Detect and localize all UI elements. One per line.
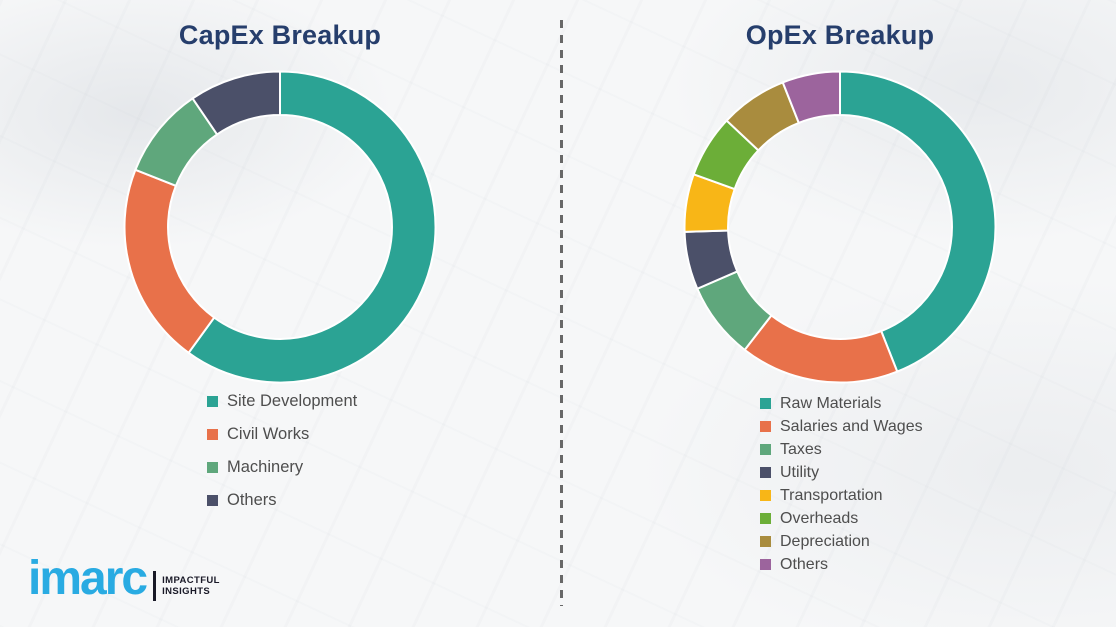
legend-item-transportation: Transportation — [760, 484, 923, 507]
donut-segment-others — [191, 70, 281, 136]
legend-marker-transportation — [760, 490, 771, 501]
logo-tagline-line1: IMPACTFUL — [162, 575, 220, 586]
legend-label: Depreciation — [780, 532, 870, 550]
legend-label: Site Development — [227, 391, 358, 410]
legend-marker-site-development — [207, 395, 218, 407]
legend-marker-others — [760, 559, 771, 570]
legend-marker-utility — [760, 467, 771, 478]
capex-chart-title: CapEx Breakup — [178, 20, 382, 50]
legend-item-utility: Utility — [760, 461, 923, 484]
donut-segment-salaries-and-wages — [743, 314, 899, 384]
legend-marker-raw-materials — [760, 398, 771, 409]
opex-donut-chart — [683, 70, 997, 384]
legend-marker-salaries-and-wages — [760, 421, 771, 432]
donut-segment-civil-works — [123, 168, 216, 355]
legend-label: Others — [780, 555, 829, 573]
legend-marker-civil-works — [207, 428, 218, 440]
donut-segment-others — [781, 70, 841, 125]
legend-item-others: Others — [760, 553, 923, 576]
logo-tagline: IMPACTFUL INSIGHTS — [162, 575, 220, 597]
logo-tagline-line2: INSIGHTS — [162, 586, 211, 597]
legend-marker-taxes — [760, 444, 771, 455]
logo-divider-bar — [153, 571, 157, 601]
legend-item-taxes: Taxes — [760, 438, 923, 461]
legend-label: Civil Works — [227, 424, 310, 443]
legend-item-raw-materials: Raw Materials — [760, 392, 923, 415]
legend-label: Utility — [780, 463, 820, 481]
capex-legend: Site Development Civil Works Machinery Othe… — [207, 390, 357, 522]
legend-label: Taxes — [780, 440, 822, 458]
opex-chart-title: OpEx Breakup — [745, 20, 935, 50]
vertical-dashed-divider — [560, 20, 563, 606]
legend-item-site-development: Site Development — [207, 390, 357, 412]
legend-marker-others — [207, 494, 218, 506]
legend-item-salaries-and-wages: Salaries and Wages — [760, 415, 923, 438]
capex-donut-chart — [123, 70, 437, 384]
legend-marker-depreciation — [760, 536, 771, 547]
imarc-logo: imarc IMPACTFUL INSIGHTS — [28, 551, 220, 607]
legend-item-depreciation: Depreciation — [760, 530, 923, 553]
legend-label: Overheads — [780, 509, 859, 527]
legend-label: Machinery — [227, 457, 304, 476]
donut-segment-raw-materials — [839, 70, 997, 373]
legend-item-machinery: Machinery — [207, 456, 357, 478]
legend-label: Salaries and Wages — [780, 417, 923, 435]
legend-marker-overheads — [760, 513, 771, 524]
legend-item-overheads: Overheads — [760, 507, 923, 530]
legend-marker-machinery — [207, 461, 218, 473]
legend-label: Raw Materials — [780, 394, 882, 412]
legend-label: Transportation — [780, 486, 883, 504]
opex-legend: Raw Materials Salaries and Wages Taxes Util… — [760, 392, 923, 576]
legend-item-civil-works: Civil Works — [207, 423, 357, 445]
legend-label: Others — [227, 490, 277, 509]
legend-item-others: Others — [207, 489, 357, 511]
imarc-logo-wordmark: imarc — [28, 552, 148, 605]
donut-segment-site-development — [187, 70, 437, 384]
